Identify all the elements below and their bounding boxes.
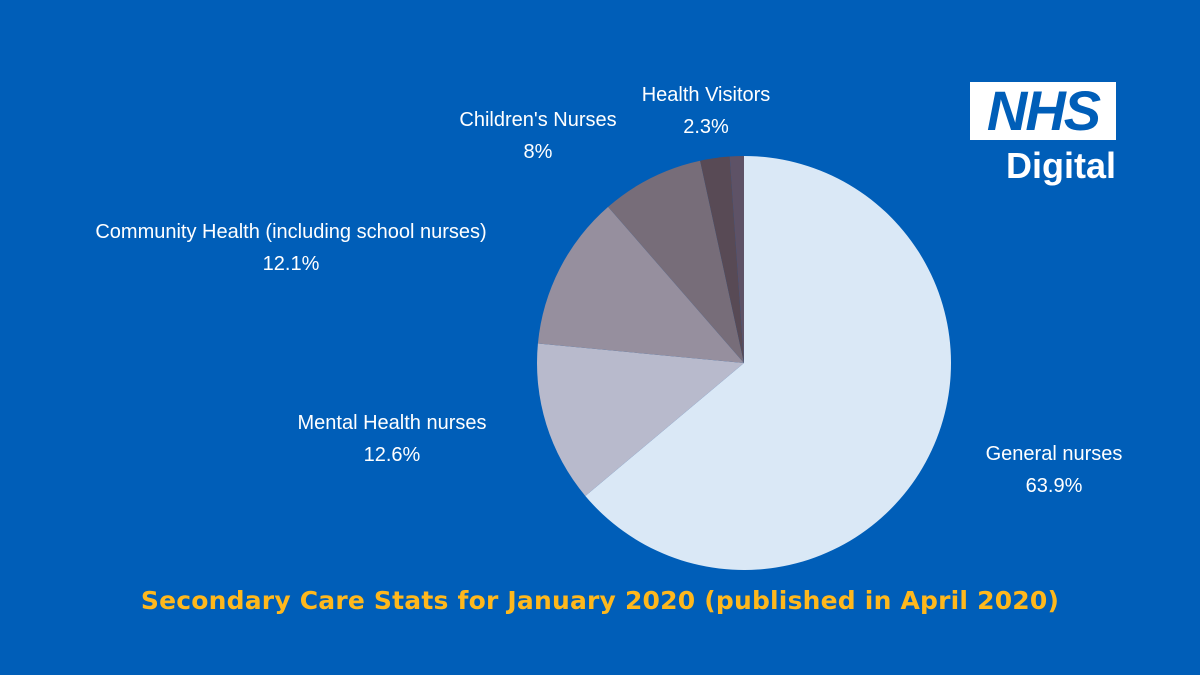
slice-name: Health Visitors: [641, 84, 771, 106]
slice-childrens-nurses: [608, 160, 744, 363]
slice-value: 12.6%: [363, 444, 421, 466]
slice-label-health-visitors: Health Visitors 2.3%: [642, 79, 771, 143]
slice-mental-health-nurses: [537, 343, 744, 496]
digital-logo-text: Digital: [1005, 145, 1116, 186]
slice-value: 63.9%: [1025, 475, 1083, 497]
slice-value: 2.3%: [683, 116, 729, 138]
slice-label-childrens-nurses: Children's Nurses 8%: [459, 104, 616, 168]
slice-name: General nurses: [985, 443, 1123, 465]
slice-value: 12.1%: [262, 253, 320, 275]
slice-name: Children's Nurses: [459, 109, 617, 131]
slice-label-general-nurses: General nurses 63.9%: [986, 438, 1123, 502]
slice-other: [729, 156, 744, 363]
slice-health-visitors: [700, 156, 744, 363]
slice-community-health: [537, 206, 744, 363]
slice-name: Mental Health nurses: [297, 412, 487, 434]
slice-label-mental-health-nurses: Mental Health nurses 12.6%: [298, 407, 487, 471]
slice-value: 8%: [523, 141, 553, 163]
slice-name: Community Health (including school nurse…: [95, 221, 487, 243]
nhs-logo-box: NHS: [970, 82, 1116, 140]
chart-title: Secondary Care Stats for January 2020 (p…: [140, 586, 1060, 615]
nhs-digital-logo: NHS Digital: [970, 82, 1118, 186]
nhs-logo-text: NHS: [986, 79, 1101, 142]
slice-label-community-health: Community Health (including school nurse…: [95, 216, 486, 280]
slice-general-nurses: [585, 156, 952, 570]
